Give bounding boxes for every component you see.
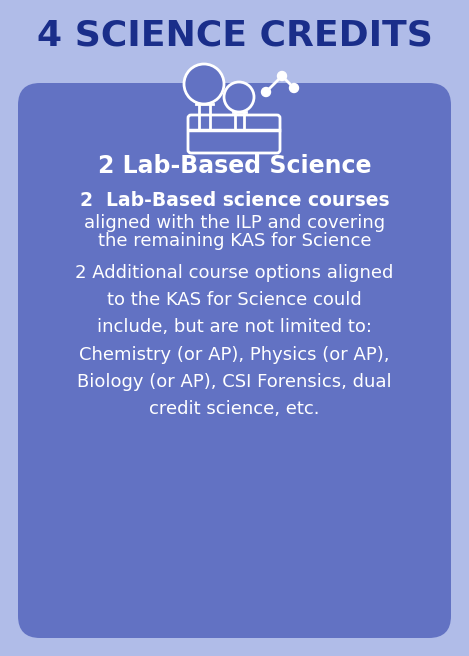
- Text: 2  Lab-Based science courses: 2 Lab-Based science courses: [80, 192, 389, 211]
- Text: the remaining KAS for Science: the remaining KAS for Science: [98, 232, 371, 250]
- Circle shape: [184, 64, 224, 104]
- Circle shape: [278, 72, 287, 81]
- FancyBboxPatch shape: [8, 8, 461, 648]
- Text: 2 Lab-Based Science: 2 Lab-Based Science: [98, 154, 371, 178]
- Circle shape: [224, 82, 254, 112]
- Text: aligned with the ILP and covering: aligned with the ILP and covering: [84, 214, 385, 232]
- FancyBboxPatch shape: [188, 115, 280, 153]
- FancyBboxPatch shape: [18, 83, 451, 638]
- Text: 2 Additional course options aligned
to the KAS for Science could
include, but ar: 2 Additional course options aligned to t…: [76, 264, 393, 418]
- Circle shape: [289, 83, 298, 92]
- Text: 4 SCIENCE CREDITS: 4 SCIENCE CREDITS: [37, 19, 432, 53]
- Circle shape: [262, 87, 271, 96]
